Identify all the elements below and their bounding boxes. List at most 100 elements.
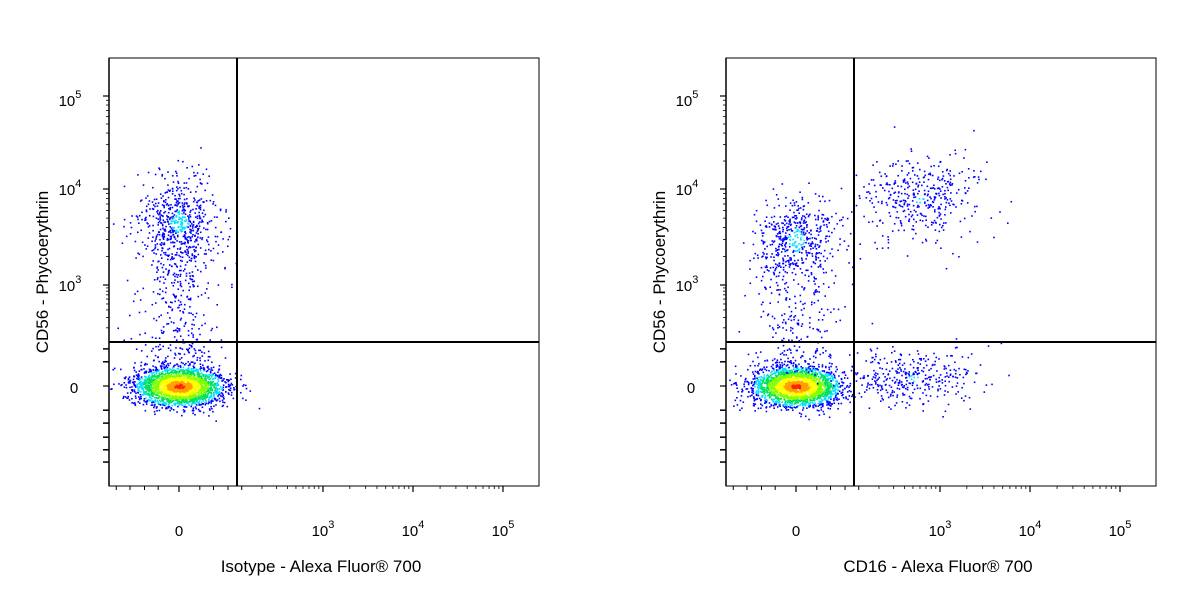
event-dot — [193, 390, 195, 392]
event-dot — [206, 387, 209, 390]
event-dot — [192, 402, 194, 405]
event-dot — [212, 247, 215, 250]
event-dot — [771, 373, 774, 375]
event-dot — [186, 198, 188, 200]
event-dot — [199, 333, 201, 336]
event-dot — [170, 220, 173, 222]
event-dot — [160, 394, 163, 397]
event-dot — [146, 384, 148, 386]
event-dot — [181, 224, 183, 227]
event-dot — [189, 364, 191, 366]
event-dot — [760, 386, 763, 388]
event-dot — [808, 374, 810, 377]
event-dot — [133, 375, 135, 378]
event-dot — [179, 283, 182, 285]
event-dot — [132, 381, 135, 384]
event-dot — [181, 392, 183, 395]
event-dot — [167, 364, 170, 367]
event-dot — [802, 407, 805, 409]
event-dot — [173, 272, 176, 275]
event-dot — [211, 380, 214, 383]
event-dot — [113, 367, 116, 370]
event-dot — [196, 371, 199, 374]
event-dot — [176, 327, 179, 329]
event-dot — [203, 227, 205, 229]
event-dot — [174, 364, 176, 366]
event-dot — [187, 250, 189, 253]
event-dot — [131, 401, 133, 404]
event-dot — [176, 381, 179, 383]
event-dot — [162, 227, 164, 230]
event-dot — [189, 215, 192, 218]
event-dot — [760, 385, 763, 387]
event-dot — [158, 372, 161, 375]
event-dot — [219, 209, 222, 212]
plot-area — [725, 57, 1157, 487]
event-dot — [161, 368, 163, 370]
event-dot — [187, 373, 190, 376]
event-dot — [194, 234, 196, 237]
event-dot — [202, 400, 204, 402]
event-dot — [840, 402, 843, 405]
event-dot — [204, 383, 207, 385]
event-dot — [163, 367, 166, 370]
event-dot — [154, 403, 156, 406]
event-dot — [156, 205, 159, 207]
event-dot — [177, 389, 180, 391]
event-dot — [258, 407, 261, 410]
event-dot — [198, 349, 200, 352]
event-dot — [828, 388, 830, 390]
event-dot — [184, 410, 186, 412]
event-dot — [747, 368, 749, 371]
event-dot — [192, 371, 195, 374]
event-dot — [181, 380, 183, 383]
event-dot — [211, 378, 214, 380]
event-dot — [797, 405, 799, 407]
event-dot — [153, 393, 155, 395]
event-dot — [196, 375, 199, 378]
event-dot — [764, 402, 766, 404]
event-dot — [825, 365, 827, 368]
event-dot — [173, 384, 176, 386]
event-dot — [165, 392, 167, 394]
event-dot — [769, 406, 771, 408]
event-dot — [177, 182, 180, 184]
event-dot — [174, 300, 176, 303]
event-dot — [204, 292, 207, 294]
event-dot — [185, 373, 187, 375]
event-dot — [199, 217, 201, 220]
event-dot — [834, 388, 836, 391]
event-dot — [191, 396, 194, 399]
event-dot — [169, 238, 172, 240]
event-dot — [855, 380, 858, 382]
event-dot — [822, 385, 825, 387]
event-dot — [171, 383, 173, 386]
event-dot — [153, 252, 155, 254]
event-dot — [183, 210, 185, 212]
event-dot — [196, 378, 199, 380]
event-dot — [819, 396, 822, 399]
event-dot — [225, 211, 227, 213]
event-dot — [183, 378, 186, 380]
event-dot — [147, 381, 150, 384]
event-dot — [222, 386, 225, 389]
event-dot — [772, 394, 775, 397]
event-dot — [190, 230, 192, 232]
event-dot — [196, 382, 199, 385]
event-dot — [158, 399, 161, 402]
event-dot — [150, 350, 153, 352]
event-dot — [164, 253, 167, 256]
event-dot — [184, 241, 186, 244]
event-dot — [208, 397, 210, 399]
event-dot — [195, 191, 197, 193]
event-dot — [804, 404, 806, 406]
event-dot — [123, 339, 125, 342]
event-dot — [188, 344, 191, 346]
event-dot — [210, 396, 213, 398]
event-dot — [163, 398, 165, 401]
event-dot — [170, 398, 173, 401]
event-dot — [807, 363, 809, 365]
event-dot — [216, 326, 218, 329]
event-dot — [112, 368, 114, 371]
event-dot — [170, 392, 172, 395]
